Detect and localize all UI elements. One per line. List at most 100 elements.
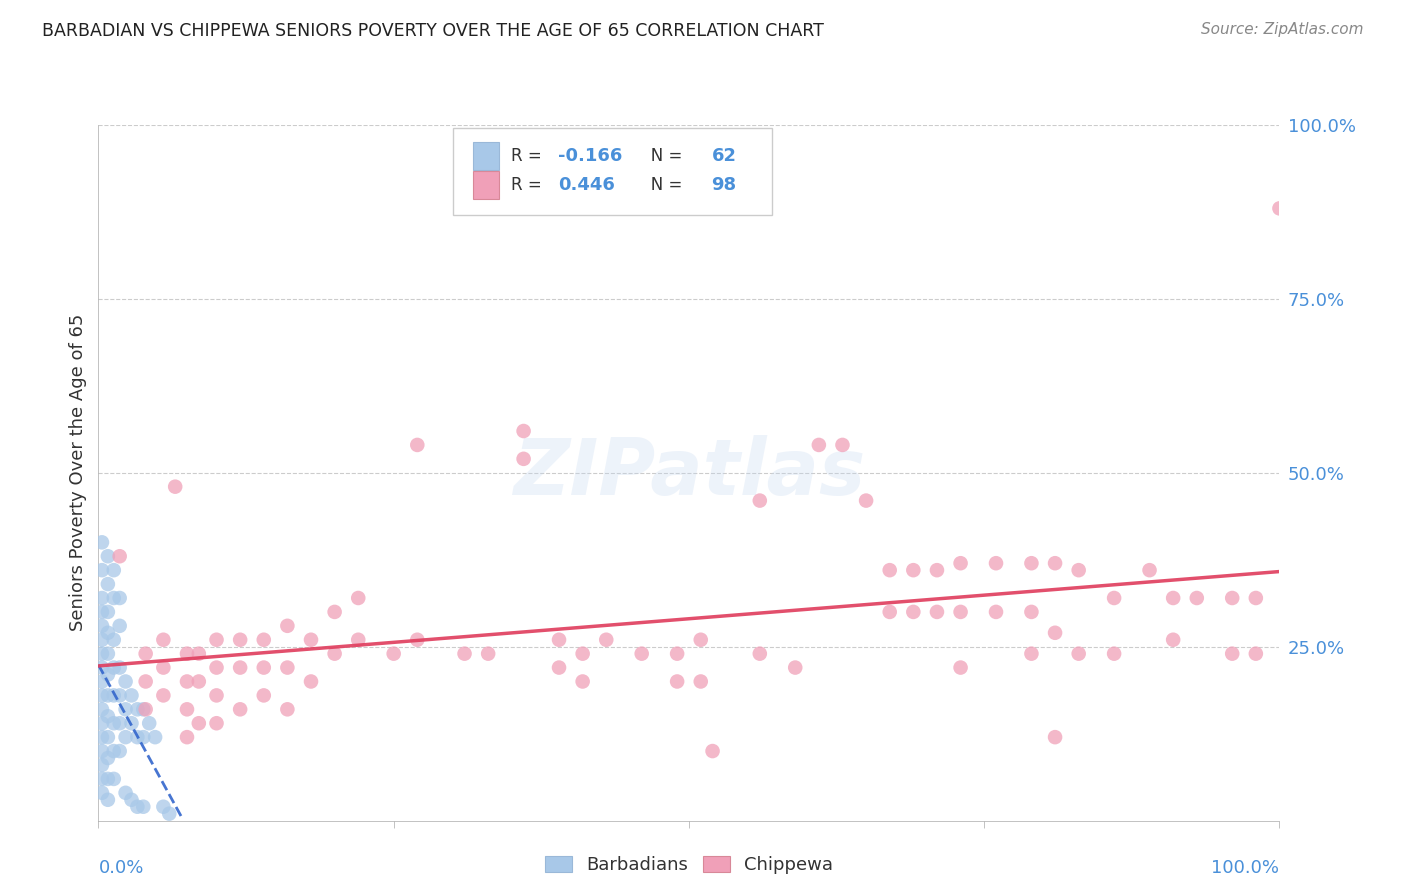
Point [276,619,298,633]
Point [1102,591,1125,605]
Point [1161,632,1184,647]
Bar [472,142,499,170]
Point [91,619,114,633]
Point [103,744,125,758]
Point [903,605,925,619]
Point [1139,563,1161,577]
Point [512,424,534,438]
Point [1244,591,1267,605]
Point [138,716,160,731]
Point [595,632,617,647]
Point [91,647,114,661]
Point [97,689,120,703]
Point [97,647,120,661]
Point [108,591,131,605]
Point [121,793,143,807]
Point [1220,591,1243,605]
Point [132,730,155,744]
Point [406,438,429,452]
Point [949,660,972,674]
Point [630,647,652,661]
Point [108,660,131,674]
Point [807,438,830,452]
Point [103,632,125,647]
Point [666,674,689,689]
Point [205,689,228,703]
Point [108,689,131,703]
Point [157,806,180,821]
Point [689,632,711,647]
Point [949,556,972,570]
Point [855,493,877,508]
Point [91,786,114,800]
Point [91,674,114,689]
Point [229,702,252,716]
Point [114,786,136,800]
Point [108,716,131,731]
Point [205,716,228,731]
Point [1021,647,1043,661]
Point [132,702,155,716]
Point [97,730,120,744]
Point [406,632,429,647]
Point [135,647,157,661]
Point [548,660,571,674]
Point [347,632,370,647]
Point [571,647,593,661]
Point [453,647,475,661]
Point [97,667,120,681]
Point [103,689,125,703]
Point [127,702,149,716]
Point [984,605,1007,619]
Point [91,702,114,716]
Point [114,674,136,689]
Point [276,702,298,716]
Text: 0.446: 0.446 [558,177,614,194]
Point [91,632,114,647]
Point [666,647,689,661]
Point [97,577,120,591]
Point [91,716,114,731]
Point [299,674,322,689]
Point [347,591,370,605]
Point [477,647,499,661]
Point [121,716,143,731]
Point [748,493,770,508]
Legend: Barbadians, Chippewa: Barbadians, Chippewa [537,848,841,881]
Point [1043,556,1066,570]
Point [165,480,187,494]
Point [382,647,405,661]
Point [748,647,770,661]
Point [152,660,174,674]
Point [187,674,209,689]
Y-axis label: Seniors Poverty Over the Age of 65: Seniors Poverty Over the Age of 65 [69,314,87,632]
Point [108,619,131,633]
Point [205,660,228,674]
Point [702,744,724,758]
Point [1043,730,1066,744]
Point [91,758,114,772]
Point [1244,647,1267,661]
Point [299,632,322,647]
Text: Source: ZipAtlas.com: Source: ZipAtlas.com [1201,22,1364,37]
Text: 98: 98 [711,177,737,194]
Point [121,689,143,703]
Point [512,451,534,466]
Point [785,660,807,674]
Point [176,674,198,689]
Text: N =: N = [634,177,688,194]
Point [103,591,125,605]
Point [91,772,114,786]
Point [103,660,125,674]
Text: -0.166: -0.166 [558,147,623,165]
Point [879,605,901,619]
Point [91,535,114,549]
Point [97,605,120,619]
Point [97,549,120,564]
Point [176,702,198,716]
Point [152,799,174,814]
Point [108,549,131,564]
Point [253,632,276,647]
Point [925,605,948,619]
Point [91,744,114,758]
